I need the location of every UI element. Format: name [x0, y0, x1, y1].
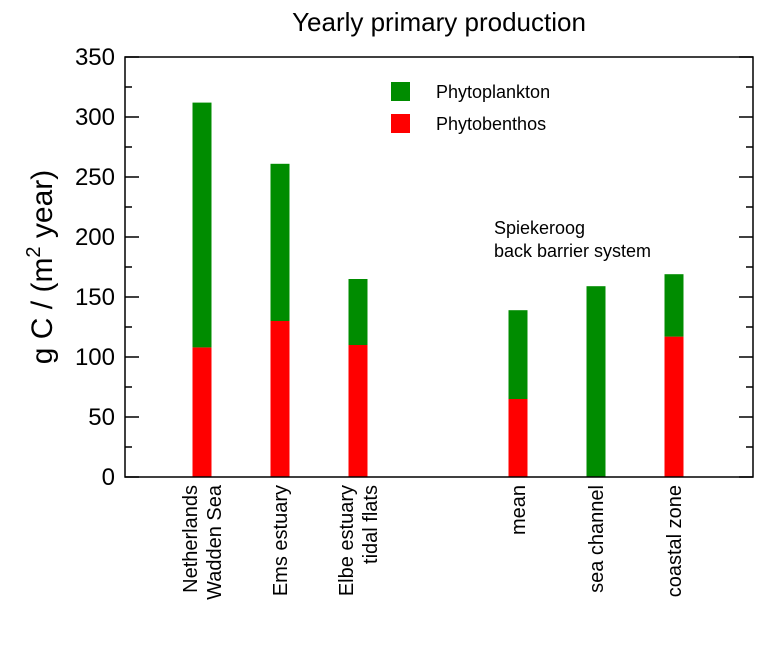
x-tick-label: Ems estuary — [270, 485, 292, 596]
y-tick-label: 200 — [75, 224, 115, 251]
bar-phytoplankton — [192, 102, 212, 348]
annotation-spiekeroog: Spiekeroog back barrier system — [494, 218, 651, 261]
x-tick-label: tidal flats — [360, 485, 382, 564]
y-axis-label-post: year) — [26, 170, 59, 247]
legend: Phytoplankton Phytobenthos — [391, 82, 550, 134]
y-tick-label: 350 — [75, 44, 115, 71]
y-tick-label: 150 — [75, 284, 115, 311]
x-tick-label: mean — [508, 485, 530, 535]
legend-swatch-phytoplankton — [391, 82, 410, 101]
x-tick-label: sea channel — [586, 485, 608, 593]
bar-phytoplankton — [664, 274, 684, 337]
y-tick-label: 100 — [75, 344, 115, 371]
bar-phytobenthos — [664, 336, 684, 477]
y-tick-label: 50 — [88, 404, 115, 431]
y-axis-label-sup: 2 — [23, 246, 45, 257]
y-tick-label: 0 — [102, 464, 115, 491]
bar-phytoplankton — [348, 279, 368, 345]
bar-phytobenthos — [348, 345, 368, 477]
x-tick-label: coastal zone — [664, 485, 686, 597]
bar-phytoplankton — [508, 310, 528, 399]
plot-frame — [124, 56, 754, 478]
y-axis-label: g C / (m2 year) — [23, 170, 59, 364]
bars — [192, 102, 684, 477]
y-tick-labels: 0 50 100 150 200 250 300 350 — [75, 44, 115, 491]
chart-title: Yearly primary production — [292, 7, 586, 37]
y-axis-label-pre: g C / (m — [26, 258, 59, 365]
legend-swatch-phytobenthos — [391, 114, 410, 133]
bar-phytobenthos — [508, 399, 528, 477]
bar-phytobenthos — [270, 321, 290, 477]
x-tick-label: Wadden Sea — [204, 484, 226, 600]
bar-phytoplankton — [270, 163, 290, 321]
y-tick-label: 300 — [75, 104, 115, 131]
x-tick-label: Netherlands — [180, 485, 202, 593]
x-tick-label: Elbe estuary — [336, 485, 358, 596]
legend-label-phytoplankton: Phytoplankton — [436, 82, 550, 102]
x-tick-labels: Netherlands Wadden Sea Ems estuary Elbe est… — [180, 484, 686, 600]
legend-label-phytobenthos: Phytobenthos — [436, 114, 546, 134]
annotation-line-1: Spiekeroog — [494, 218, 585, 238]
annotation-line-2: back barrier system — [494, 241, 651, 261]
bar-phytobenthos — [192, 347, 212, 477]
y-tick-label: 250 — [75, 164, 115, 191]
bar-phytoplankton — [586, 286, 606, 477]
